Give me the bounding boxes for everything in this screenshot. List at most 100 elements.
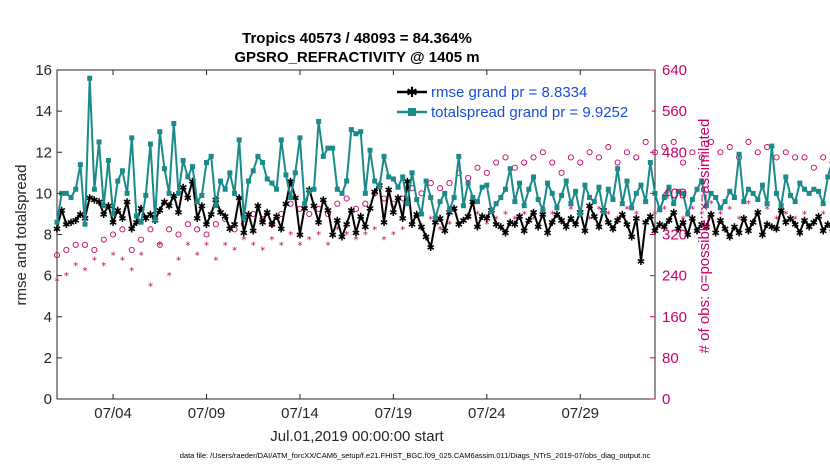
- possible-point: [633, 154, 640, 161]
- totalspread-point: [320, 153, 326, 159]
- possible-point: [194, 226, 201, 233]
- totalspread-point: [755, 197, 761, 203]
- possible-point: [72, 241, 79, 248]
- rmse-point: ✱: [207, 210, 215, 221]
- totalspread-point: [390, 176, 396, 182]
- assimilated-point: *: [447, 220, 452, 231]
- totalspread-point: [423, 178, 429, 184]
- rmse-point: ✱: [258, 218, 266, 229]
- rmse-point: ✱: [581, 226, 589, 237]
- assimilated-point: *: [148, 281, 153, 292]
- rmse-point: ✱: [800, 216, 808, 227]
- rmse-point: ✱: [782, 218, 790, 229]
- assimilated-point: *: [83, 266, 88, 277]
- assimilated-point: *: [195, 251, 200, 262]
- rmse-point: ✱: [95, 198, 103, 209]
- totalspread-point: [101, 203, 107, 209]
- totalspread-point: [87, 75, 93, 81]
- rmse-point: ✱: [693, 226, 701, 237]
- possible-point: [623, 149, 631, 156]
- totalspread-point: [395, 184, 401, 190]
- assimilated-point: *: [466, 215, 471, 226]
- rmse-point: ✱: [450, 204, 458, 215]
- assimilated-point: *: [139, 251, 144, 262]
- rmse-point: ✱: [202, 220, 210, 231]
- assimilated-point: *: [64, 271, 69, 282]
- rmse-point: ✱: [702, 222, 710, 233]
- rmse-point: ✱: [529, 208, 537, 219]
- assimilated-point: *: [634, 209, 639, 220]
- rmse-point: ✱: [268, 220, 276, 231]
- assimilated-point: *: [213, 256, 218, 267]
- totalspread-point: [348, 127, 354, 133]
- assimilated-point: *: [111, 251, 116, 262]
- rmse-point: ✱: [170, 191, 178, 202]
- rmse-point: ✱: [244, 210, 252, 221]
- x-tick-label: 07/24: [468, 405, 506, 422]
- rmse-point: ✱: [506, 218, 514, 229]
- rmse-point: ✱: [296, 231, 304, 242]
- rmse-point: ✱: [319, 196, 327, 207]
- possible-point: [782, 149, 789, 156]
- assimilated-point: *: [428, 215, 433, 226]
- rmse-point: ✱: [796, 228, 804, 239]
- totalspread-point: [820, 201, 826, 207]
- rmse-point: ✱: [118, 214, 126, 225]
- totalspread-point: [484, 182, 490, 188]
- totalspread-point: [498, 194, 504, 200]
- totalspread-point: [269, 180, 275, 186]
- totalspread-point: [615, 166, 621, 172]
- possible-point: [539, 149, 546, 156]
- rmse-point: ✱: [380, 218, 388, 229]
- assimilated-point: *: [269, 235, 274, 246]
- y-tick-label-left: 10: [35, 185, 52, 202]
- rmse-point: ✱: [758, 231, 766, 242]
- possible-point: [567, 154, 574, 161]
- totalspread-point: [624, 178, 630, 184]
- totalspread-point: [199, 192, 205, 198]
- totalspread-point: [460, 203, 466, 209]
- assimilated-point: *: [821, 209, 826, 220]
- totalspread-point: [180, 157, 186, 163]
- totalspread-point: [787, 192, 793, 198]
- rmse-point: ✱: [609, 224, 617, 235]
- y-tick-label-left: 0: [44, 391, 52, 408]
- rmse-point: ✱: [534, 222, 542, 233]
- rmse-point: ✱: [230, 220, 238, 231]
- rmse-point: ✱: [403, 177, 411, 188]
- totalspread-point: [274, 186, 280, 192]
- totalspread-point: [400, 174, 406, 180]
- rmse-point: ✱: [76, 210, 84, 221]
- totalspread-point: [292, 170, 298, 176]
- rmse-point: ✱: [740, 214, 748, 225]
- totalspread-point: [778, 203, 784, 209]
- rmse-point: ✱: [221, 212, 229, 223]
- rmse-point: ✱: [226, 224, 234, 235]
- rmse-point: ✱: [62, 220, 70, 231]
- possible-point: [81, 241, 89, 248]
- possible-point: [212, 221, 219, 228]
- rmse-point: ✱: [483, 214, 491, 225]
- rmse-point: ✱: [520, 226, 528, 237]
- assimilated-point: *: [438, 225, 443, 236]
- totalspread-point: [414, 197, 420, 203]
- assimilated-point: *: [653, 209, 658, 220]
- assimilated-point: *: [223, 240, 228, 251]
- assimilated-point: *: [737, 215, 742, 226]
- rmse-point: ✱: [57, 206, 65, 217]
- totalspread-point: [185, 174, 191, 180]
- rmse-point: ✱: [277, 224, 285, 235]
- rmse-point: ✱: [100, 210, 108, 221]
- totalspread-point: [503, 186, 508, 192]
- assimilated-point: *: [783, 209, 788, 220]
- legend: ✱ rmse grand pr = 8.8334 totalspread gra…: [390, 80, 652, 124]
- totalspread-point: [236, 137, 242, 143]
- y-tick-label-left: 6: [44, 268, 52, 285]
- totalspread-point: [316, 118, 322, 124]
- totalspread-point: [63, 190, 69, 196]
- totalspread-point: [802, 186, 807, 192]
- rmse-point: ✱: [627, 233, 635, 244]
- possible-point: [91, 246, 98, 253]
- totalspread-point: [367, 147, 373, 153]
